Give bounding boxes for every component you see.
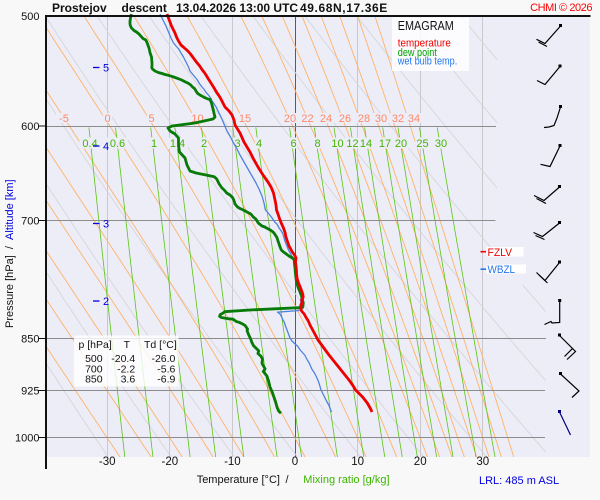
svg-text:28: 28 xyxy=(358,113,370,125)
svg-text:-30: -30 xyxy=(99,456,116,468)
svg-text:2: 2 xyxy=(103,296,109,308)
svg-text:5: 5 xyxy=(148,113,154,125)
svg-text:0.4: 0.4 xyxy=(82,138,97,150)
svg-text:0: 0 xyxy=(292,456,298,468)
svg-text:13.04.2026 13:00 UTC: 13.04.2026 13:00 UTC xyxy=(176,1,298,15)
svg-text:8: 8 xyxy=(314,138,320,150)
svg-text:-26.0: -26.0 xyxy=(151,353,175,365)
svg-text:T: T xyxy=(124,339,131,351)
svg-text:24: 24 xyxy=(320,113,332,125)
svg-text:EMAGRAM: EMAGRAM xyxy=(398,18,454,33)
svg-text:6: 6 xyxy=(290,138,296,150)
svg-text:Mixing ratio [g/kg]: Mixing ratio [g/kg] xyxy=(303,474,389,486)
svg-text:CHMI © 2026: CHMI © 2026 xyxy=(530,2,592,14)
svg-text:30: 30 xyxy=(435,138,447,150)
svg-text:-20.4: -20.4 xyxy=(111,353,135,365)
svg-text:4: 4 xyxy=(256,138,262,150)
svg-text:-6.9: -6.9 xyxy=(157,374,175,386)
svg-text:-5: -5 xyxy=(59,113,69,125)
svg-text:10: 10 xyxy=(351,456,364,468)
svg-text:700: 700 xyxy=(85,364,103,376)
svg-text:26: 26 xyxy=(339,113,351,125)
svg-text:-2.2: -2.2 xyxy=(117,364,135,376)
svg-text:22: 22 xyxy=(301,113,313,125)
svg-text:3: 3 xyxy=(103,219,109,231)
svg-text:-20: -20 xyxy=(161,456,178,468)
svg-text:14: 14 xyxy=(360,138,372,150)
svg-text:5: 5 xyxy=(103,63,109,75)
svg-text:3.6: 3.6 xyxy=(121,374,136,386)
svg-text:925: 925 xyxy=(21,386,39,398)
svg-text:30: 30 xyxy=(476,456,489,468)
svg-text:2: 2 xyxy=(201,138,207,150)
svg-text:12: 12 xyxy=(346,138,358,150)
svg-text:49.68N,17.36E: 49.68N,17.36E xyxy=(300,1,388,15)
svg-text:34: 34 xyxy=(408,113,420,125)
svg-text:850: 850 xyxy=(21,334,39,346)
svg-text:20: 20 xyxy=(284,113,296,125)
svg-text:850: 850 xyxy=(85,374,103,386)
svg-text:Pressure [hPa] / Altitude [k: Pressure [hPa] / Altitude [km] xyxy=(4,179,16,328)
svg-text:4: 4 xyxy=(103,141,109,153)
svg-text:Td [°C]: Td [°C] xyxy=(144,339,177,351)
svg-text:-5.6: -5.6 xyxy=(157,364,175,376)
svg-text:Prostejov: Prostejov xyxy=(52,1,107,15)
svg-text:0.6: 0.6 xyxy=(110,138,125,150)
svg-text:-10: -10 xyxy=(224,456,241,468)
svg-text:dew point: dew point xyxy=(398,47,437,59)
svg-text:p [hPa]: p [hPa] xyxy=(79,339,112,351)
svg-text:20: 20 xyxy=(395,138,407,150)
svg-text:/: / xyxy=(286,474,290,486)
svg-text:700: 700 xyxy=(21,216,39,228)
svg-text:500: 500 xyxy=(21,11,39,23)
svg-text:0: 0 xyxy=(104,113,110,125)
svg-text:3: 3 xyxy=(234,138,240,150)
svg-text:FZLV: FZLV xyxy=(488,247,513,259)
svg-text:temperature: temperature xyxy=(398,38,451,50)
svg-text:32: 32 xyxy=(392,113,404,125)
svg-text:30: 30 xyxy=(375,113,387,125)
svg-text:1: 1 xyxy=(151,138,157,150)
svg-text:600: 600 xyxy=(21,121,39,133)
svg-text:20: 20 xyxy=(414,456,427,468)
svg-text:17: 17 xyxy=(379,138,391,150)
svg-text:500: 500 xyxy=(85,353,103,365)
svg-text:1000: 1000 xyxy=(15,433,39,445)
svg-text:25: 25 xyxy=(416,138,428,150)
svg-text:descent: descent xyxy=(122,1,167,15)
svg-text:Temperature [°C]: Temperature [°C] xyxy=(197,474,280,486)
svg-text:LRL: 485 m ASL: LRL: 485 m ASL xyxy=(479,475,559,487)
svg-text:WBZL: WBZL xyxy=(488,264,516,276)
svg-text:wet bulb temp.: wet bulb temp. xyxy=(397,56,457,68)
svg-text:15: 15 xyxy=(239,113,251,125)
svg-text:10: 10 xyxy=(331,138,343,150)
